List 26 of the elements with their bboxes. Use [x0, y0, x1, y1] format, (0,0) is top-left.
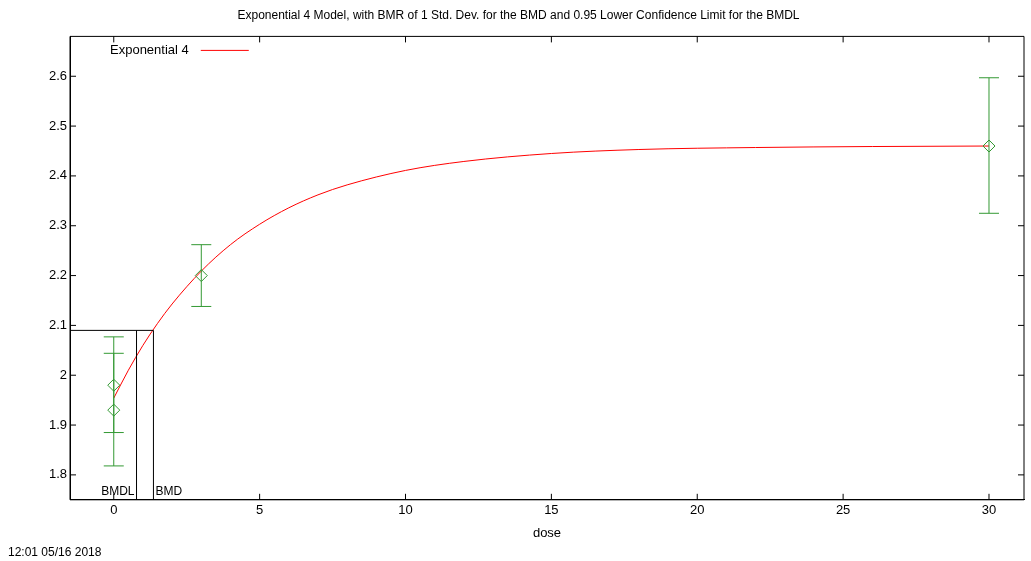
point [107, 378, 121, 392]
x-tick-label: 10 [398, 502, 413, 518]
y-tick-label: 2.4 [48, 167, 67, 183]
y-tick-label: 2.2 [48, 267, 67, 283]
y-tick-label: 2.5 [48, 117, 67, 133]
chart-title: Exponential 4 Model, with BMR of 1 Std. Dev. for the BMD and 0.95 Lower Confidence Limit for the BMDL [237, 7, 800, 22]
point [982, 139, 996, 153]
text: 12:01 05/16 2018 [8, 545, 102, 560]
y-tick-label: 1.9 [48, 416, 67, 432]
ref-line-label: BMDL [101, 484, 135, 499]
y-tick-label: 2.3 [48, 217, 67, 233]
ref-line-label: BMD [155, 484, 183, 499]
y-tick-label: 1.8 [48, 466, 67, 482]
y-tick-label: 2.1 [48, 316, 67, 332]
point [194, 269, 208, 283]
legend-label: Exponential 4 [110, 41, 189, 57]
x-tick-label: 25 [835, 502, 851, 518]
x-tick-label: 5 [256, 502, 264, 518]
x-tick-label: 0 [110, 502, 118, 518]
x-axis-title: dose [532, 524, 562, 540]
x-tick-label: 30 [981, 502, 997, 518]
y-tick-label: 2.6 [48, 67, 67, 83]
y-tick-label: 2 [59, 366, 67, 382]
x-tick-label: 15 [544, 502, 559, 518]
point [107, 403, 121, 417]
x-tick-label: 20 [690, 502, 705, 518]
